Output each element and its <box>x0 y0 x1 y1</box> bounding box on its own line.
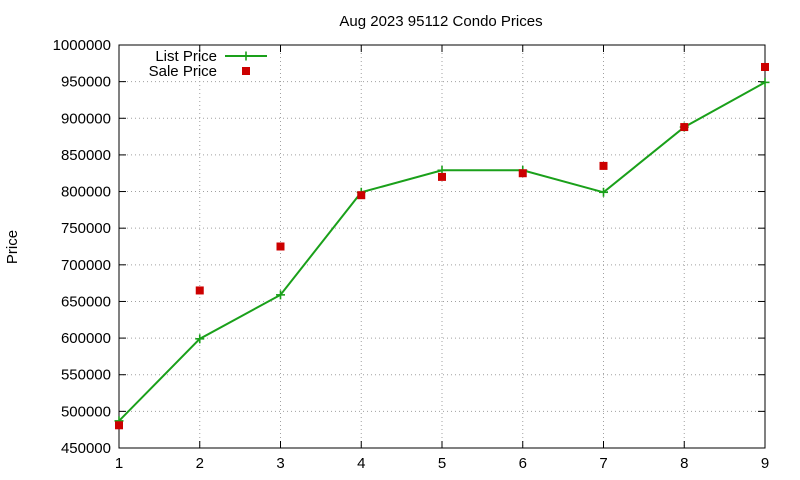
data-point <box>276 290 285 300</box>
x-tick-label: 7 <box>599 455 607 472</box>
legend-label: Sale Price <box>149 63 217 80</box>
y-tick-label: 550000 <box>61 367 111 384</box>
y-tick-label: 800000 <box>61 184 111 201</box>
data-point <box>195 334 205 344</box>
data-point <box>680 123 689 132</box>
data-point <box>276 242 285 251</box>
x-tick-label: 3 <box>276 455 284 472</box>
legend-marker <box>241 51 251 61</box>
y-tick-label: 500000 <box>61 403 111 420</box>
y-tick-label: 700000 <box>61 257 111 274</box>
data-point <box>115 421 123 430</box>
y-tick-label: 900000 <box>61 110 111 127</box>
x-tick-label: 8 <box>680 455 688 472</box>
data-point <box>760 77 770 87</box>
data-point <box>518 169 527 178</box>
data-point <box>761 62 769 71</box>
data-point <box>438 172 446 181</box>
y-tick-label: 650000 <box>61 293 111 310</box>
series-1 <box>115 62 769 430</box>
legend-marker <box>242 67 250 75</box>
data-point <box>599 187 608 197</box>
y-tick-label: 750000 <box>61 220 111 237</box>
data-point <box>599 161 608 170</box>
x-tick-label: 6 <box>519 455 527 472</box>
x-tick-label: 2 <box>196 455 204 472</box>
y-tick-label: 850000 <box>61 147 111 164</box>
legend-label: List Price <box>155 48 217 65</box>
series-layer <box>114 62 770 430</box>
x-tick-label: 4 <box>357 455 365 472</box>
data-point <box>195 286 204 295</box>
grid-lines <box>119 45 765 448</box>
y-tick-label: 1000000 <box>53 37 111 54</box>
y-axis-label: Price <box>4 230 21 264</box>
x-tick-label: 9 <box>761 455 769 472</box>
data-point <box>357 191 366 200</box>
y-tick-label: 600000 <box>61 330 111 347</box>
x-tick-label: 5 <box>438 455 446 472</box>
axis-ticks: 450000 500000 550000 600000 650000 700000 7500… <box>53 37 770 472</box>
x-tick-label: 1 <box>115 455 123 472</box>
chart-title: Aug 2023 95112 Condo Prices <box>339 13 542 30</box>
y-tick-label: 950000 <box>61 74 111 91</box>
y-tick-label: 450000 <box>61 440 111 457</box>
